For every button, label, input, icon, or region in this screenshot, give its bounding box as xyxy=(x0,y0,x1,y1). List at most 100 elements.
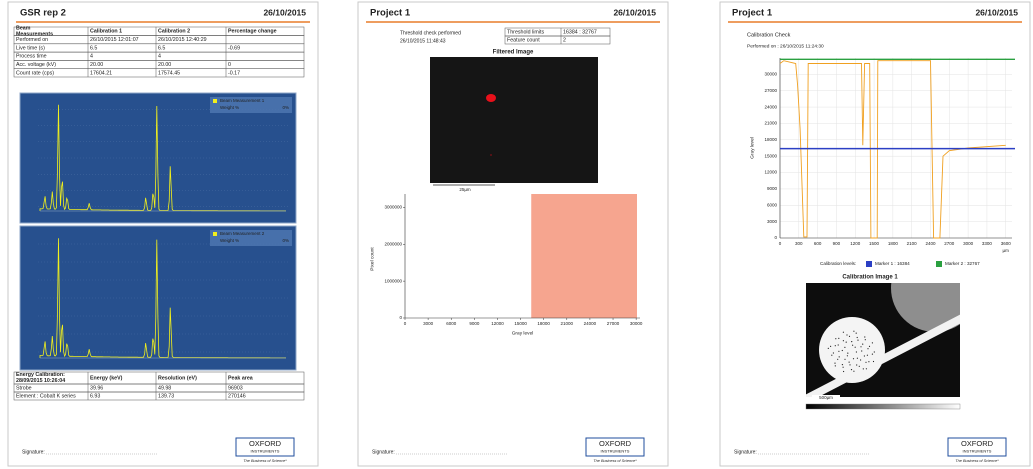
x-tick-label: 27000 xyxy=(607,321,620,326)
table-header-cell: Beam Measurements xyxy=(16,26,53,38)
y-tick-label: 9000 xyxy=(767,186,778,191)
x-tick-label: 1800 xyxy=(888,241,899,246)
x-tick-label: 0 xyxy=(404,321,407,326)
speckle xyxy=(834,365,836,367)
y-tick-label: 6000 xyxy=(767,202,778,207)
feature-dot xyxy=(490,154,492,156)
speckle xyxy=(855,332,857,334)
x-tick-label: 18000 xyxy=(537,321,550,326)
x-tick-label: 6000 xyxy=(446,321,457,326)
speckle xyxy=(847,352,849,354)
x-tick-label: 600 xyxy=(814,241,822,246)
speckle xyxy=(861,350,863,352)
speckle xyxy=(834,362,836,364)
logo-tagline: The Business of Science* xyxy=(593,459,637,463)
table-cell: 6.5 xyxy=(158,45,165,51)
spectrum-legend xyxy=(210,230,292,246)
legend-unit: Weight % xyxy=(220,238,239,243)
table-cell: 26/10/2015 12:40:29 xyxy=(158,37,207,43)
speckle xyxy=(867,348,869,350)
table-cell: Acc. voltage (kV) xyxy=(16,62,56,68)
image-title: Filtered Image xyxy=(493,50,534,56)
table-row xyxy=(13,391,305,401)
table-cell: Performed on xyxy=(16,37,48,43)
logo-sub: INSTRUMENTS xyxy=(601,449,630,454)
legend-title: Calibration levels: xyxy=(820,261,856,266)
logo-sub: INSTRUMENTS xyxy=(251,449,280,454)
speckle xyxy=(846,355,849,357)
table-header-cell: Peak area xyxy=(228,375,253,381)
page-date: 26/10/2015 xyxy=(263,7,306,17)
speckle xyxy=(873,351,875,353)
logo-text: OXFORD xyxy=(599,439,632,448)
x-tick-label: 0 xyxy=(779,241,782,246)
speckle xyxy=(844,358,846,360)
x-tick-label: 3000 xyxy=(963,241,974,246)
speckle xyxy=(855,351,858,353)
speckle xyxy=(863,355,866,357)
speckle xyxy=(857,339,859,341)
speckle xyxy=(856,364,858,366)
logo-text: OXFORD xyxy=(249,439,282,448)
faded-note: Threshold check performed xyxy=(400,30,461,36)
speckle xyxy=(838,337,840,339)
speckle xyxy=(860,359,862,361)
speckle xyxy=(842,331,845,333)
threshold-region xyxy=(531,194,637,318)
page-title: Project 1 xyxy=(732,8,773,19)
table-header-cell: Resolution (eV) xyxy=(158,375,197,381)
speckle xyxy=(848,361,850,363)
speckle xyxy=(838,356,840,358)
table-header-cell: Calibration 1 xyxy=(90,29,122,35)
image-title: Calibration Image 1 xyxy=(842,275,898,281)
signature-label: Signature: xyxy=(734,449,757,455)
speckle xyxy=(827,347,829,349)
speckle xyxy=(858,365,860,367)
y-axis-label: Pixel count xyxy=(369,247,375,271)
speckle xyxy=(864,336,866,338)
speckle xyxy=(871,353,874,355)
y-tick-label: 30000 xyxy=(764,72,777,77)
legend-value: 0% xyxy=(282,105,289,110)
table-row xyxy=(504,35,611,45)
y-tick-label: 27000 xyxy=(764,88,777,93)
x-tick-label: 24000 xyxy=(584,321,597,326)
speckle xyxy=(862,368,864,370)
filtered-image xyxy=(430,57,598,183)
y-tick-label: 24000 xyxy=(764,104,777,109)
x-axis-label: Gray level xyxy=(512,330,534,336)
x-tick-label: 1500 xyxy=(869,241,880,246)
faded-note: 26/10/2015 11:48:43 xyxy=(400,38,446,44)
table-cell: 49.98 xyxy=(158,385,171,391)
table-cell: 2 xyxy=(563,37,566,43)
scale-box xyxy=(812,395,840,401)
logo-box xyxy=(235,437,295,457)
speckle xyxy=(852,344,854,346)
table-cell: Count rate (cps) xyxy=(16,70,54,76)
speckle xyxy=(860,346,862,348)
speckle xyxy=(868,345,871,347)
y-tick-label: 21000 xyxy=(764,121,777,126)
table-cell: Live time (s) xyxy=(16,45,45,51)
speckle xyxy=(872,360,875,363)
x-tick-label: 3300 xyxy=(982,241,993,246)
x-tick-label: 3000 xyxy=(423,321,434,326)
grey-particle xyxy=(891,283,960,332)
x-tick-label: 1200 xyxy=(850,241,861,246)
legend-label: Marker 1 : 16384 xyxy=(875,261,910,266)
table-cell: 4 xyxy=(90,54,93,60)
speckle xyxy=(866,354,869,356)
speckle xyxy=(856,357,859,359)
feature-blob xyxy=(486,94,496,102)
table-cell: Feature count xyxy=(507,37,540,43)
legend-swatch xyxy=(866,261,872,267)
speckle xyxy=(856,336,858,339)
white-particle xyxy=(819,317,885,383)
table-cell: Element : Cobalt K series xyxy=(16,393,76,399)
y-tick-label: 18000 xyxy=(764,137,777,142)
speckle xyxy=(862,343,864,345)
y-tick-label: 3000 xyxy=(767,219,778,224)
performed-on: Performed on : 26/10/2015 11:24:30 xyxy=(747,43,824,49)
x-tick-label: 15000 xyxy=(514,321,527,326)
